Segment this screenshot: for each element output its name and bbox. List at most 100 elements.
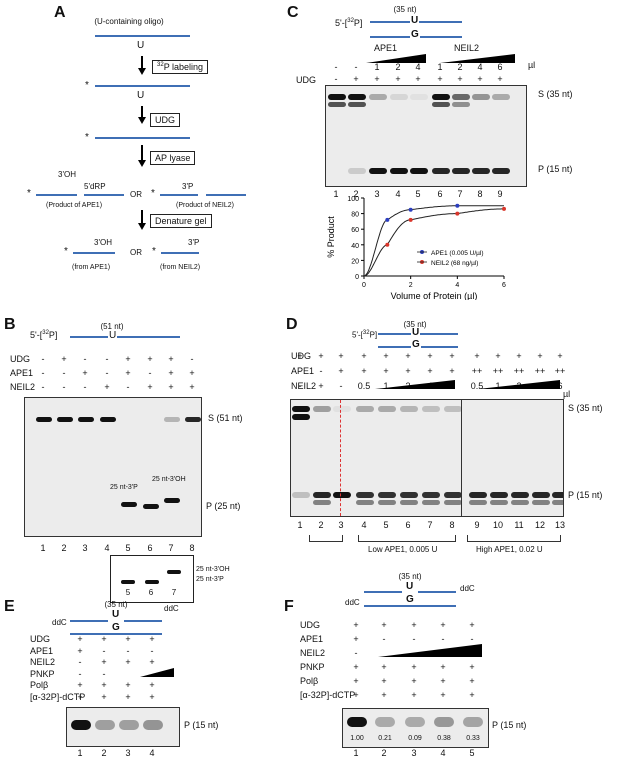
row-value: +: [125, 691, 131, 702]
product-band: [333, 492, 351, 498]
inset-band: [145, 580, 159, 584]
product-label: P (15 nt): [538, 164, 573, 174]
udg-value: +: [477, 74, 483, 84]
product-band: [119, 720, 139, 730]
uracil-label: U: [410, 15, 420, 26]
radiolabel-prefix: 5'-[32P]: [30, 330, 58, 340]
low-ape1-caption: Low APE1, 0.005 U: [368, 545, 438, 554]
row-value: +: [469, 676, 475, 686]
product-band: [369, 168, 387, 174]
ape-product-right: [84, 194, 124, 196]
row-value: -: [150, 645, 154, 656]
panel-b-label: B: [4, 316, 16, 333]
inset-band: [167, 570, 181, 574]
radiolabel-star-icon: *: [64, 246, 68, 257]
row-value: -: [298, 366, 302, 376]
arrow-down-icon: [138, 160, 146, 167]
uracil-label: U: [108, 330, 118, 341]
from-ape1-caption: (from APE1): [72, 264, 111, 271]
product-band: [422, 492, 440, 498]
product-band: [375, 717, 395, 727]
row-value: -: [105, 354, 109, 364]
row-label: NEIL2: [10, 382, 36, 392]
row-value: +: [557, 351, 563, 361]
volume-value: 4: [415, 62, 421, 72]
row-value: +: [495, 351, 501, 361]
product-band: [452, 168, 470, 174]
final-neil-strand: [161, 252, 199, 254]
row-value: +: [168, 354, 174, 364]
product-ape1-caption: (Product of APE1): [46, 202, 103, 209]
lane-number: 8: [477, 189, 483, 199]
inset-gel: 5 6 7: [110, 555, 194, 603]
data-point-1-0: [385, 242, 390, 247]
lane-number: 9: [474, 520, 480, 530]
product-neil2-caption: (Product of NEIL2): [176, 202, 234, 209]
substrate-label: S (35 nt): [568, 403, 603, 413]
row-value: +: [427, 351, 433, 361]
top-strand-left: [364, 591, 402, 593]
lane-number: 2: [61, 543, 67, 553]
lane-number: 1: [333, 189, 339, 199]
lane-number: 1: [297, 520, 303, 530]
row-value: +: [101, 680, 107, 690]
pnkp-gradient-wedge: [140, 668, 174, 677]
lane-number: 5: [125, 543, 131, 553]
row-value: +: [149, 680, 155, 690]
product-band: [348, 168, 366, 174]
substrate-band-lower: [292, 414, 310, 420]
row-value: -: [105, 368, 109, 378]
uracil-label: U: [112, 609, 120, 620]
row-value: -: [354, 648, 358, 658]
or-text: OR: [130, 190, 142, 199]
row-label: Polβ: [300, 676, 319, 686]
product-band: [292, 492, 310, 498]
substrate-strand: [70, 336, 180, 338]
lane-number: 2: [101, 748, 107, 758]
lane-number: 9: [497, 189, 503, 199]
arrow-down-icon: [138, 117, 146, 124]
quant-value: 1.00: [350, 735, 364, 742]
lane-number: 3: [374, 189, 380, 199]
volume-value: -: [354, 62, 358, 72]
substrate-band-lower: [328, 102, 346, 107]
gel-image-e: [66, 707, 180, 747]
from-neil2-caption: (from NEIL2): [160, 264, 201, 271]
product-band: [378, 492, 396, 498]
row-value: +: [149, 691, 155, 702]
lane-number: 4: [361, 520, 367, 530]
product-band-lower: [378, 500, 396, 505]
lane-number: 5: [383, 520, 389, 530]
uracil-label: U: [406, 581, 414, 592]
uracil-label-2: U: [137, 90, 145, 101]
row-value: ++: [471, 366, 483, 376]
bracket-2-3: [309, 535, 343, 542]
product-band: [121, 502, 137, 507]
product-band: [490, 492, 508, 498]
data-point-0-1: [408, 207, 413, 212]
panel-c-label: C: [287, 4, 299, 21]
row-value: +: [149, 657, 155, 667]
inset-band: [121, 580, 135, 584]
row-value: ++: [492, 366, 504, 376]
product-band: [356, 492, 374, 498]
substrate-band: [164, 417, 180, 422]
row-value: +: [537, 351, 543, 361]
data-point-1-2: [455, 211, 460, 216]
row-value: +: [449, 366, 455, 376]
lane-number: 2: [353, 189, 359, 199]
row-value: +: [149, 634, 155, 644]
oligo-length: (35 nt): [398, 572, 422, 581]
substrate-band: [410, 94, 428, 100]
ape1-gradient-wedge: [366, 54, 426, 63]
row-value: +: [353, 690, 359, 700]
product-band: [71, 720, 91, 730]
product-band: [444, 492, 462, 498]
product-label: P (25 nt): [206, 501, 241, 511]
x-axis-label: Volume of Protein (µl): [391, 291, 478, 300]
gel-image-c: [325, 85, 527, 187]
neil2-label: NEIL2: [454, 43, 480, 53]
product-band-lower: [490, 500, 508, 505]
row-value: +: [411, 620, 417, 630]
substrate-band: [100, 417, 116, 422]
